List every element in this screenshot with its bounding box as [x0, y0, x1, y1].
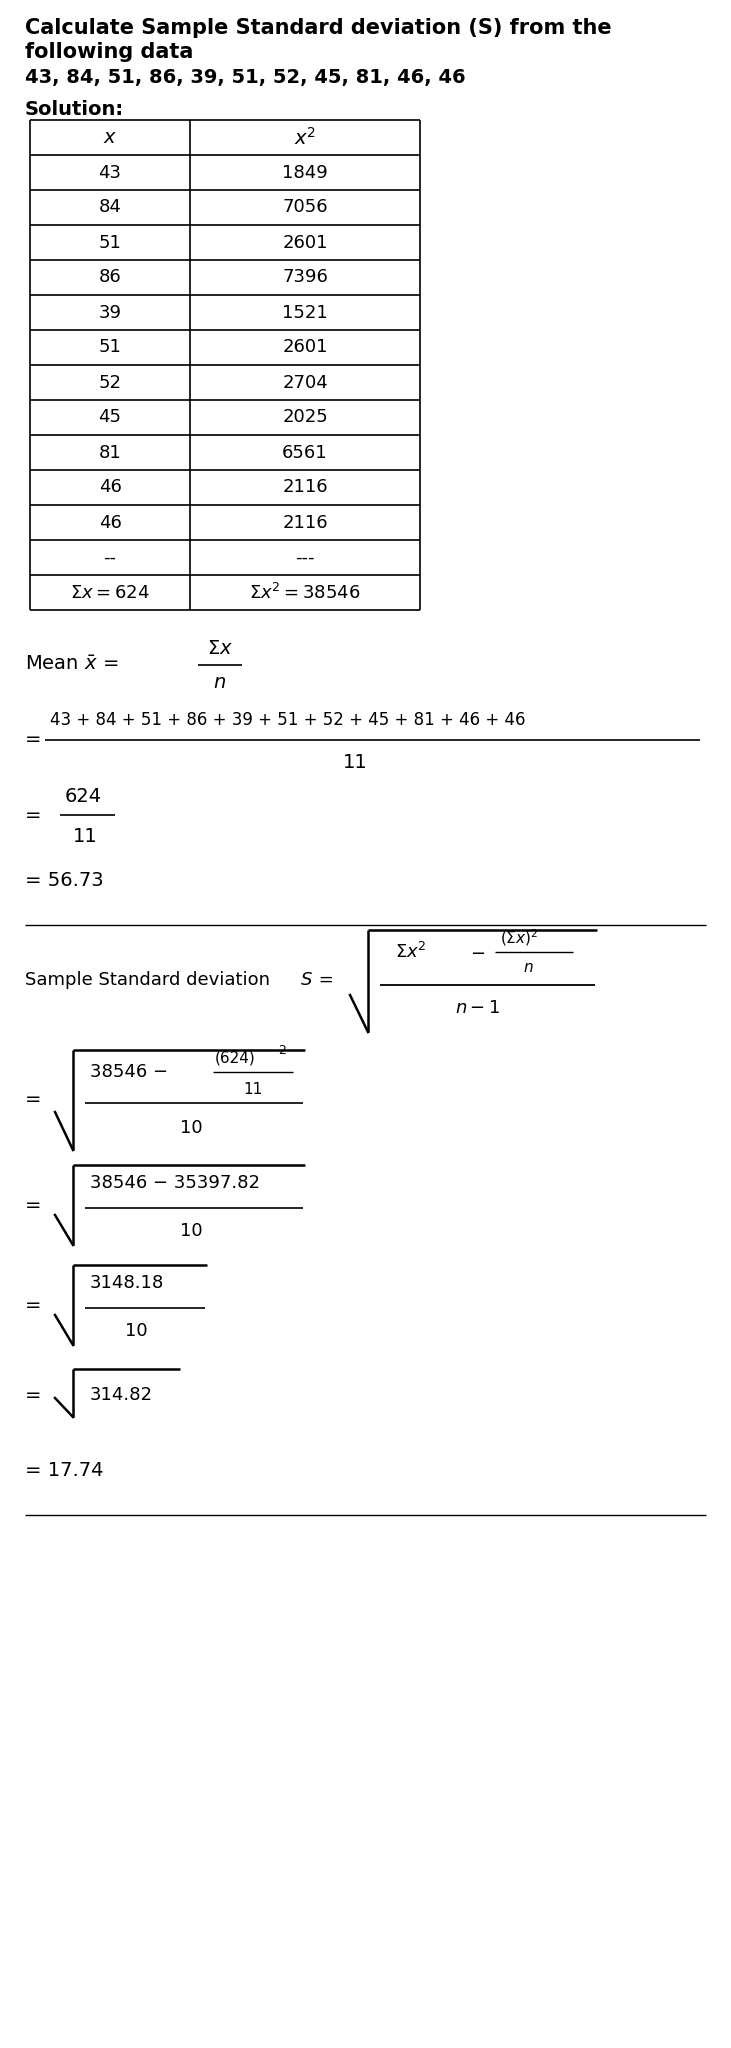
Text: =: =	[25, 1296, 42, 1315]
Text: 2025: 2025	[282, 408, 328, 426]
Text: 45: 45	[99, 408, 121, 426]
Text: =: =	[25, 1386, 42, 1405]
Text: $\Sigma x$: $\Sigma x$	[207, 639, 233, 659]
Text: =: =	[313, 971, 334, 989]
Text: $\Sigma x^2$: $\Sigma x^2$	[395, 942, 427, 963]
Text: $x^2$: $x^2$	[294, 127, 316, 147]
Text: 314.82: 314.82	[90, 1386, 153, 1405]
Text: Calculate Sample Standard deviation (S) from the: Calculate Sample Standard deviation (S) …	[25, 18, 612, 39]
Text: (624): (624)	[215, 1051, 256, 1065]
Text: following data: following data	[25, 43, 194, 61]
Text: 11: 11	[73, 827, 98, 846]
Text: 7396: 7396	[282, 268, 328, 287]
Text: 46: 46	[99, 479, 121, 496]
Text: --: --	[104, 549, 116, 567]
Text: 39: 39	[99, 303, 121, 322]
Text: =: =	[25, 805, 42, 825]
Text: $\Sigma x^2 = 38546$: $\Sigma x^2 = 38546$	[249, 582, 361, 602]
Text: 52: 52	[99, 373, 121, 391]
Text: 38546 −: 38546 −	[90, 1063, 168, 1081]
Text: $n$: $n$	[213, 674, 227, 692]
Text: =: =	[25, 1090, 42, 1110]
Text: 11: 11	[343, 752, 368, 772]
Text: $n - 1$: $n - 1$	[455, 999, 500, 1018]
Text: 2116: 2116	[282, 479, 327, 496]
Text: 86: 86	[99, 268, 121, 287]
Text: 2601: 2601	[282, 338, 327, 356]
Text: $x$: $x$	[103, 127, 117, 147]
Text: $n$: $n$	[523, 961, 534, 975]
Text: 6561: 6561	[282, 444, 327, 461]
Text: 81: 81	[99, 444, 121, 461]
Text: 3148.18: 3148.18	[90, 1274, 164, 1292]
Text: =: =	[25, 731, 42, 750]
Text: ---: ---	[295, 549, 315, 567]
Text: 7056: 7056	[282, 199, 327, 217]
Text: 2116: 2116	[282, 514, 327, 532]
Text: 38546 − 35397.82: 38546 − 35397.82	[90, 1174, 260, 1192]
Text: 43 + 84 + 51 + 86 + 39 + 51 + 52 + 45 + 81 + 46 + 46: 43 + 84 + 51 + 86 + 39 + 51 + 52 + 45 + …	[50, 711, 526, 729]
Text: $-$: $-$	[470, 942, 485, 961]
Text: Solution:: Solution:	[25, 100, 124, 119]
Text: = 17.74: = 17.74	[25, 1460, 104, 1479]
Text: $\Sigma x = 624$: $\Sigma x = 624$	[70, 584, 150, 602]
Text: 1849: 1849	[282, 164, 328, 182]
Text: $S$: $S$	[300, 971, 313, 989]
Text: 46: 46	[99, 514, 121, 532]
Text: = 56.73: = 56.73	[25, 870, 104, 889]
Text: 10: 10	[180, 1223, 202, 1239]
Text: 10: 10	[125, 1323, 148, 1339]
Text: 624: 624	[65, 788, 102, 807]
Text: $(\Sigma x)^2$: $(\Sigma x)^2$	[500, 928, 539, 948]
Text: =: =	[25, 1196, 42, 1214]
Text: 2704: 2704	[282, 373, 328, 391]
Text: 2: 2	[278, 1044, 286, 1057]
Text: 43: 43	[99, 164, 121, 182]
Text: 1521: 1521	[282, 303, 328, 322]
Text: 84: 84	[99, 199, 121, 217]
Text: 51: 51	[99, 338, 121, 356]
Text: 11: 11	[243, 1081, 262, 1096]
Text: 2601: 2601	[282, 233, 327, 252]
Text: Mean $\bar{x}$ =: Mean $\bar{x}$ =	[25, 655, 118, 674]
Text: 43, 84, 51, 86, 39, 51, 52, 45, 81, 46, 46: 43, 84, 51, 86, 39, 51, 52, 45, 81, 46, …	[25, 68, 466, 86]
Text: 10: 10	[180, 1118, 202, 1137]
Text: Sample Standard deviation: Sample Standard deviation	[25, 971, 276, 989]
Text: 51: 51	[99, 233, 121, 252]
